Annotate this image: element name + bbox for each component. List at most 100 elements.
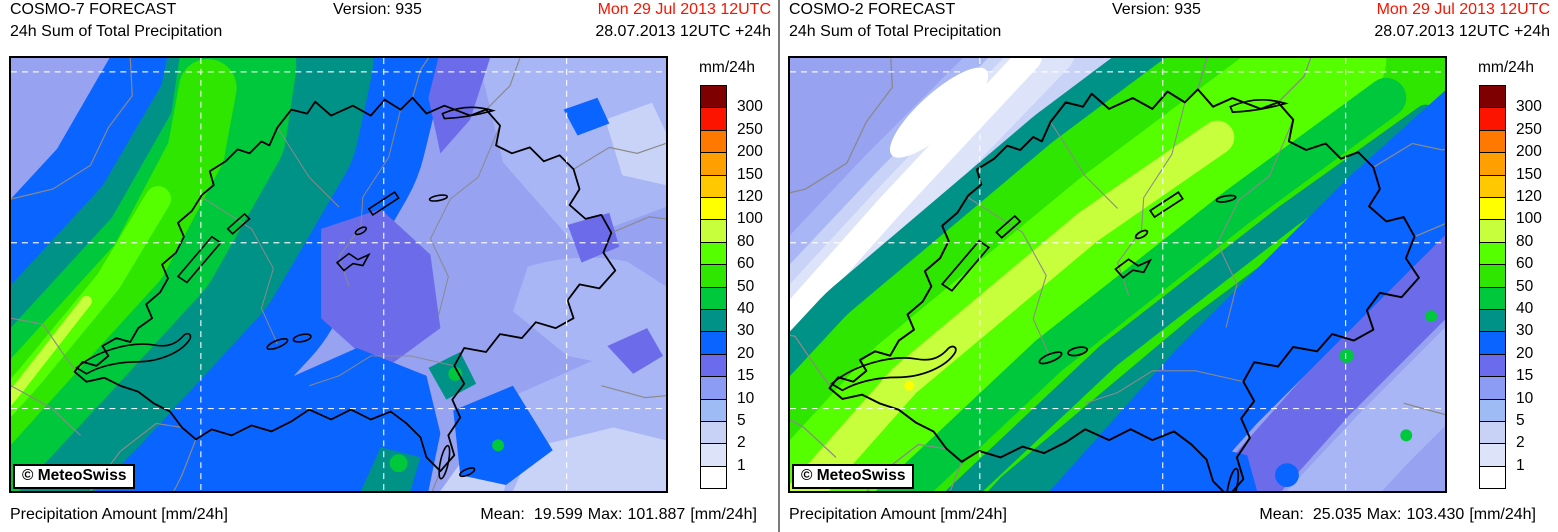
- legend-tick-label: 250: [737, 120, 763, 138]
- max-value: 101.887: [627, 506, 686, 523]
- panel-subtitle: 24h Sum of Total Precipitation: [10, 23, 223, 40]
- mean-label: Mean:: [480, 506, 525, 523]
- legend-tick-label: 50: [1516, 277, 1534, 295]
- legend-tick-label: 150: [1516, 165, 1542, 183]
- precip-field: [11, 58, 666, 491]
- legend-cell: [700, 309, 727, 333]
- legend-tick-label: 250: [1516, 120, 1542, 138]
- legend-tick-label: 40: [1516, 300, 1534, 317]
- legend-cell: [700, 421, 727, 445]
- stats-units: [mm/24h]: [690, 506, 757, 523]
- colorbar: 300 250 200 150 120 100 80 60 50 40 30 20 15 10 5 2 1: [700, 85, 779, 497]
- panel-title: COSMO-7 FORECAST: [10, 1, 177, 18]
- legend-tick-label: 10: [1516, 389, 1534, 407]
- latlon-gridlines: [790, 58, 1445, 491]
- legend-tick-label: 300: [737, 98, 763, 116]
- copyright-badge: © MeteoSwiss: [792, 464, 915, 489]
- legend-tick-label: 2: [737, 434, 746, 452]
- legend-tick-label: 80: [1516, 232, 1534, 250]
- legend-cell: [1479, 174, 1506, 198]
- valid-time-label: Mon 29 Jul 2013 12UTC: [597, 1, 771, 18]
- precipitation-map-cosmo7: © MeteoSwiss: [9, 56, 668, 493]
- legend-cell: [700, 353, 727, 378]
- legend-cell: [1479, 241, 1506, 266]
- legend-tick-label: 1: [737, 456, 746, 474]
- legend-cell: [1479, 264, 1506, 288]
- map-canvas: [790, 58, 1445, 491]
- colorbar: 300 250 200 150 120 100 80 60 50 40 30 20 15 10 5 2 1: [1479, 85, 1558, 497]
- legend-tick-label: 5: [737, 412, 746, 429]
- legend-cell: [700, 264, 727, 288]
- legend-cell: [1479, 443, 1506, 467]
- copyright-badge: © MeteoSwiss: [13, 464, 136, 489]
- legend-tick-label: 60: [737, 255, 755, 273]
- legend-cell: [1479, 398, 1506, 422]
- geography: [790, 58, 1445, 491]
- panel-subtitle: 24h Sum of Total Precipitation: [789, 23, 1002, 40]
- version-label: Version: 935: [333, 1, 422, 18]
- legend-cell: [1479, 465, 1506, 490]
- legend-tick-label: 80: [737, 232, 755, 250]
- legend-cell: [700, 219, 727, 243]
- legend-cell: [700, 129, 727, 154]
- geography: [11, 58, 666, 491]
- legend-cell: [700, 174, 727, 198]
- footer-stats: Mean: 25.035 Max: 103.430 [mm/24h]: [1259, 506, 1536, 524]
- panel-title: COSMO-2 FORECAST: [789, 1, 956, 18]
- init-time-label: 28.07.2013 12UTC +24h: [1374, 23, 1550, 40]
- geography: [790, 58, 1445, 491]
- swiss-border: [73, 96, 617, 473]
- mean-label: Mean:: [1259, 506, 1304, 523]
- legend-cell: [700, 85, 727, 109]
- lakes: [830, 98, 1289, 491]
- legend-tick-label: 5: [1516, 412, 1525, 429]
- precip-field: [790, 58, 1445, 491]
- canton-borders: [967, 102, 1294, 404]
- legend-title: mm/24h: [699, 59, 755, 76]
- legend-title: mm/24h: [1478, 59, 1534, 76]
- precipitation-map-cosmo2: © MeteoSwiss: [788, 56, 1447, 493]
- init-time-label: 28.07.2013 12UTC +24h: [595, 23, 771, 40]
- legend-tick-label: 15: [737, 367, 755, 385]
- legend-tick-label: 50: [737, 277, 755, 295]
- legend-cell: [1479, 421, 1506, 445]
- legend-tick-label: 2: [1516, 434, 1525, 452]
- legend-tick-label: 30: [1516, 322, 1534, 340]
- legend-tick-label: 100: [737, 210, 763, 228]
- footer-quantity-label: Precipitation Amount [mm/24h]: [789, 506, 1007, 523]
- forecast-panel-cosmo2: COSMO-2 FORECAST 24h Sum of Total Precip…: [779, 0, 1558, 532]
- legend-tick-label: 200: [1516, 143, 1542, 161]
- legend-cell: [1479, 286, 1506, 310]
- legend-tick-label: 15: [1516, 367, 1534, 385]
- legend-cell: [700, 107, 727, 131]
- footer-quantity-label: Precipitation Amount [mm/24h]: [10, 506, 228, 523]
- stats-units: [mm/24h]: [1469, 506, 1536, 523]
- canton-borders: [201, 109, 501, 387]
- legend-cell: [700, 376, 727, 400]
- legend-cell: [700, 197, 727, 221]
- latlon-gridlines: [11, 58, 666, 491]
- legend-tick-label: 300: [1516, 98, 1542, 116]
- forecast-panel-cosmo7: COSMO-7 FORECAST 24h Sum of Total Precip…: [9, 1, 779, 523]
- legend-cell: [1479, 85, 1506, 109]
- mean-value: 19.599: [533, 506, 583, 523]
- legend-tick-label: 20: [1516, 344, 1534, 362]
- valid-time-label: Mon 29 Jul 2013 12UTC: [1376, 1, 1550, 18]
- legend-tick-label: 100: [1516, 210, 1542, 228]
- legend-tick-label: 10: [737, 389, 755, 407]
- legend-cell: [700, 286, 727, 310]
- legend-cell: [700, 241, 727, 266]
- legend-cell: [1479, 331, 1506, 355]
- max-value: 103.430: [1406, 506, 1465, 523]
- swiss-border: [828, 88, 1420, 491]
- legend-tick-label: 60: [1516, 255, 1534, 273]
- legend-tick-label: 40: [737, 300, 755, 317]
- max-label: Max:: [587, 506, 623, 523]
- mean-value: 25.035: [1312, 506, 1362, 523]
- legend-tick-label: 120: [1516, 188, 1542, 205]
- legend-cell: [1479, 376, 1506, 400]
- legend-tick-label: 1: [1516, 456, 1525, 474]
- legend-cell: [1479, 129, 1506, 154]
- legend-cell: [700, 398, 727, 422]
- legend-cell: [700, 443, 727, 467]
